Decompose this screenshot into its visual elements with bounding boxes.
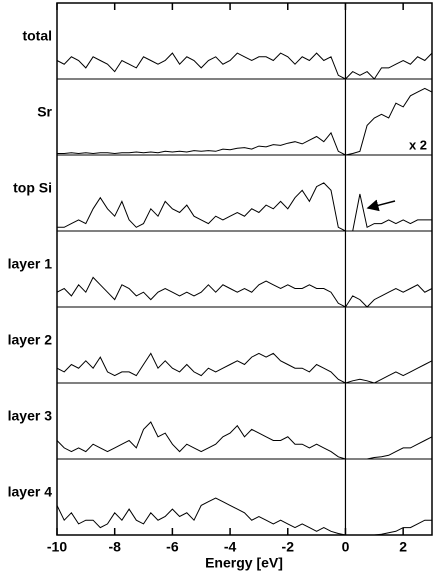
panel-label: total xyxy=(22,28,52,44)
panel-label: top Si xyxy=(13,180,52,196)
dos-line xyxy=(56,352,433,384)
panel-label: layer 2 xyxy=(8,332,53,348)
x-tick-label: -2 xyxy=(282,539,295,555)
x-axis-label: Energy [eV] xyxy=(205,555,283,571)
x-tick-label: 2 xyxy=(399,539,407,555)
dos-line xyxy=(56,421,433,460)
dos-line xyxy=(56,52,433,80)
plot-frame xyxy=(56,2,433,536)
x-tick-label: -4 xyxy=(224,539,237,555)
x-tick-label: -8 xyxy=(108,539,121,555)
dos-line xyxy=(57,182,432,232)
x-tick-label: -6 xyxy=(166,539,179,555)
panel-label: layer 4 xyxy=(8,484,53,500)
arrow xyxy=(366,199,396,212)
panel-label: Sr xyxy=(37,104,52,120)
dos-line xyxy=(57,87,433,156)
dos-line xyxy=(56,276,433,308)
panel-label: layer 3 xyxy=(8,408,53,424)
annotation: x 2 xyxy=(409,137,427,152)
dos-line xyxy=(56,497,432,536)
x-tick-label: -10 xyxy=(47,539,67,555)
panel-label: layer 1 xyxy=(8,256,53,272)
x-tick-label: 0 xyxy=(342,539,350,555)
